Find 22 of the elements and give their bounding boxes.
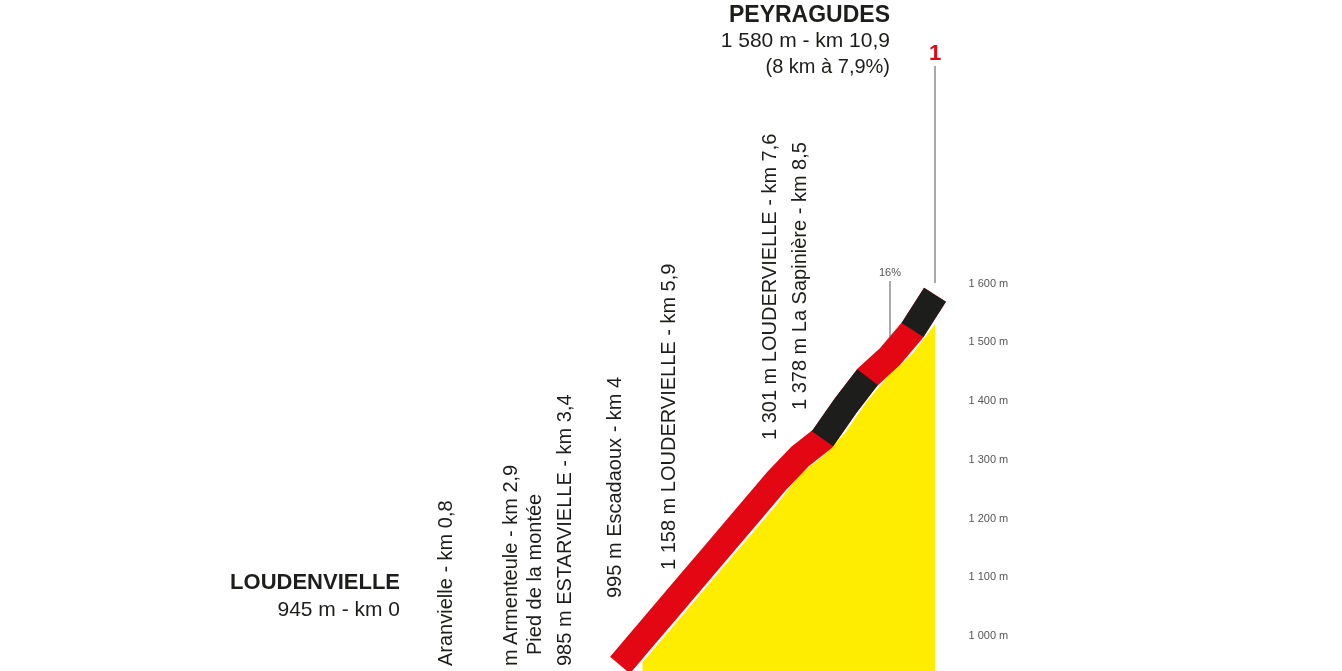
y-tick-label: 1 600 m	[968, 276, 1009, 289]
annotation: 1 158 m LOUDERVIELLE - km 5,9	[657, 263, 679, 570]
text: 1	[928, 40, 942, 65]
y-tick-label: 1 400 m	[968, 394, 1009, 407]
text: PEYRAGUDES	[728, 1, 890, 27]
annotation: 1 301 m LOUDERVIELLE - km 7,6	[758, 133, 780, 440]
text: 1 580 m - km 10,9	[720, 28, 890, 51]
annotation: 995 m Escadaoux - km 4	[603, 376, 625, 598]
text: 16%	[878, 266, 902, 278]
y-tick-label: 1 500 m	[968, 335, 1009, 348]
text: Aranvielle - km 0,8	[434, 500, 456, 666]
annotation: 1 378 m La Sapinière - km 8,5	[788, 142, 810, 410]
text: LOUDENVIELLE	[230, 569, 400, 594]
text: 985 m ESTARVIELLE - km 3,4	[553, 394, 575, 666]
text: m Armenteule - km 2,9	[499, 464, 521, 666]
y-tick-label: 1 300 m	[968, 452, 1009, 465]
text: (8 km à 7,9%)	[765, 55, 890, 77]
y-tick-label: 1 200 m	[968, 511, 1009, 524]
text: 945 m - km 0	[277, 597, 400, 620]
y-tick-label: 1 100 m	[968, 570, 1009, 583]
y-tick-label: 1 000 m	[968, 629, 1009, 642]
text: Pied de la montée	[523, 493, 545, 655]
